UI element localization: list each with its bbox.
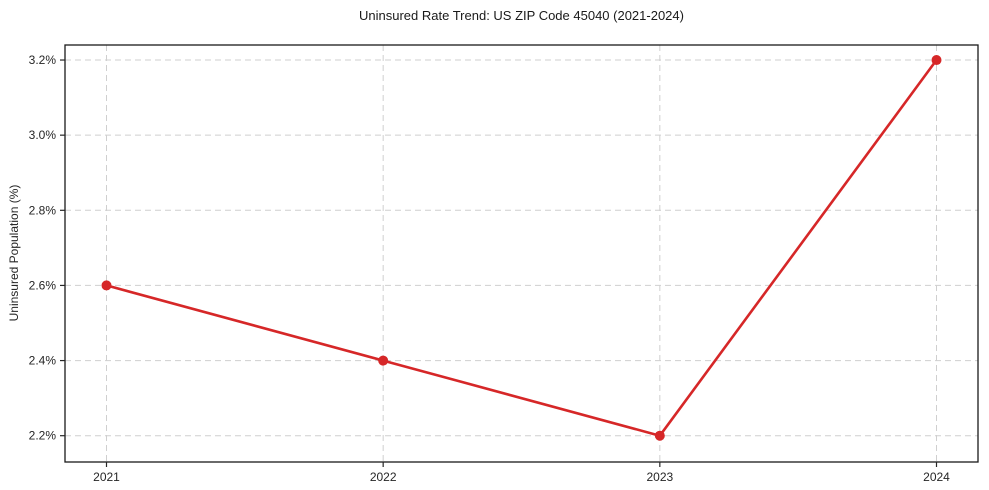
y-tick-label: 3.0% (29, 128, 57, 142)
x-tick-label: 2023 (646, 470, 673, 484)
plot-border (64, 44, 979, 463)
chart-title: Uninsured Rate Trend: US ZIP Code 45040 … (359, 8, 684, 23)
x-tick-label: 2024 (923, 470, 950, 484)
y-tick-label: 2.4% (29, 354, 57, 368)
data-point (654, 430, 665, 441)
trend-line (105, 58, 938, 438)
data-point (931, 55, 942, 66)
y-tick-label: 2.2% (29, 429, 57, 443)
data-point (101, 280, 112, 291)
x-tick-label: 2021 (93, 470, 120, 484)
y-tick-label: 3.2% (29, 53, 57, 67)
y-axis-label: Uninsured Population (%) (7, 184, 21, 322)
data-point (378, 355, 389, 366)
y-tick-label: 2.6% (29, 278, 57, 292)
x-tick-label: 2022 (370, 470, 397, 484)
y-tick-label: 2.8% (29, 203, 57, 217)
